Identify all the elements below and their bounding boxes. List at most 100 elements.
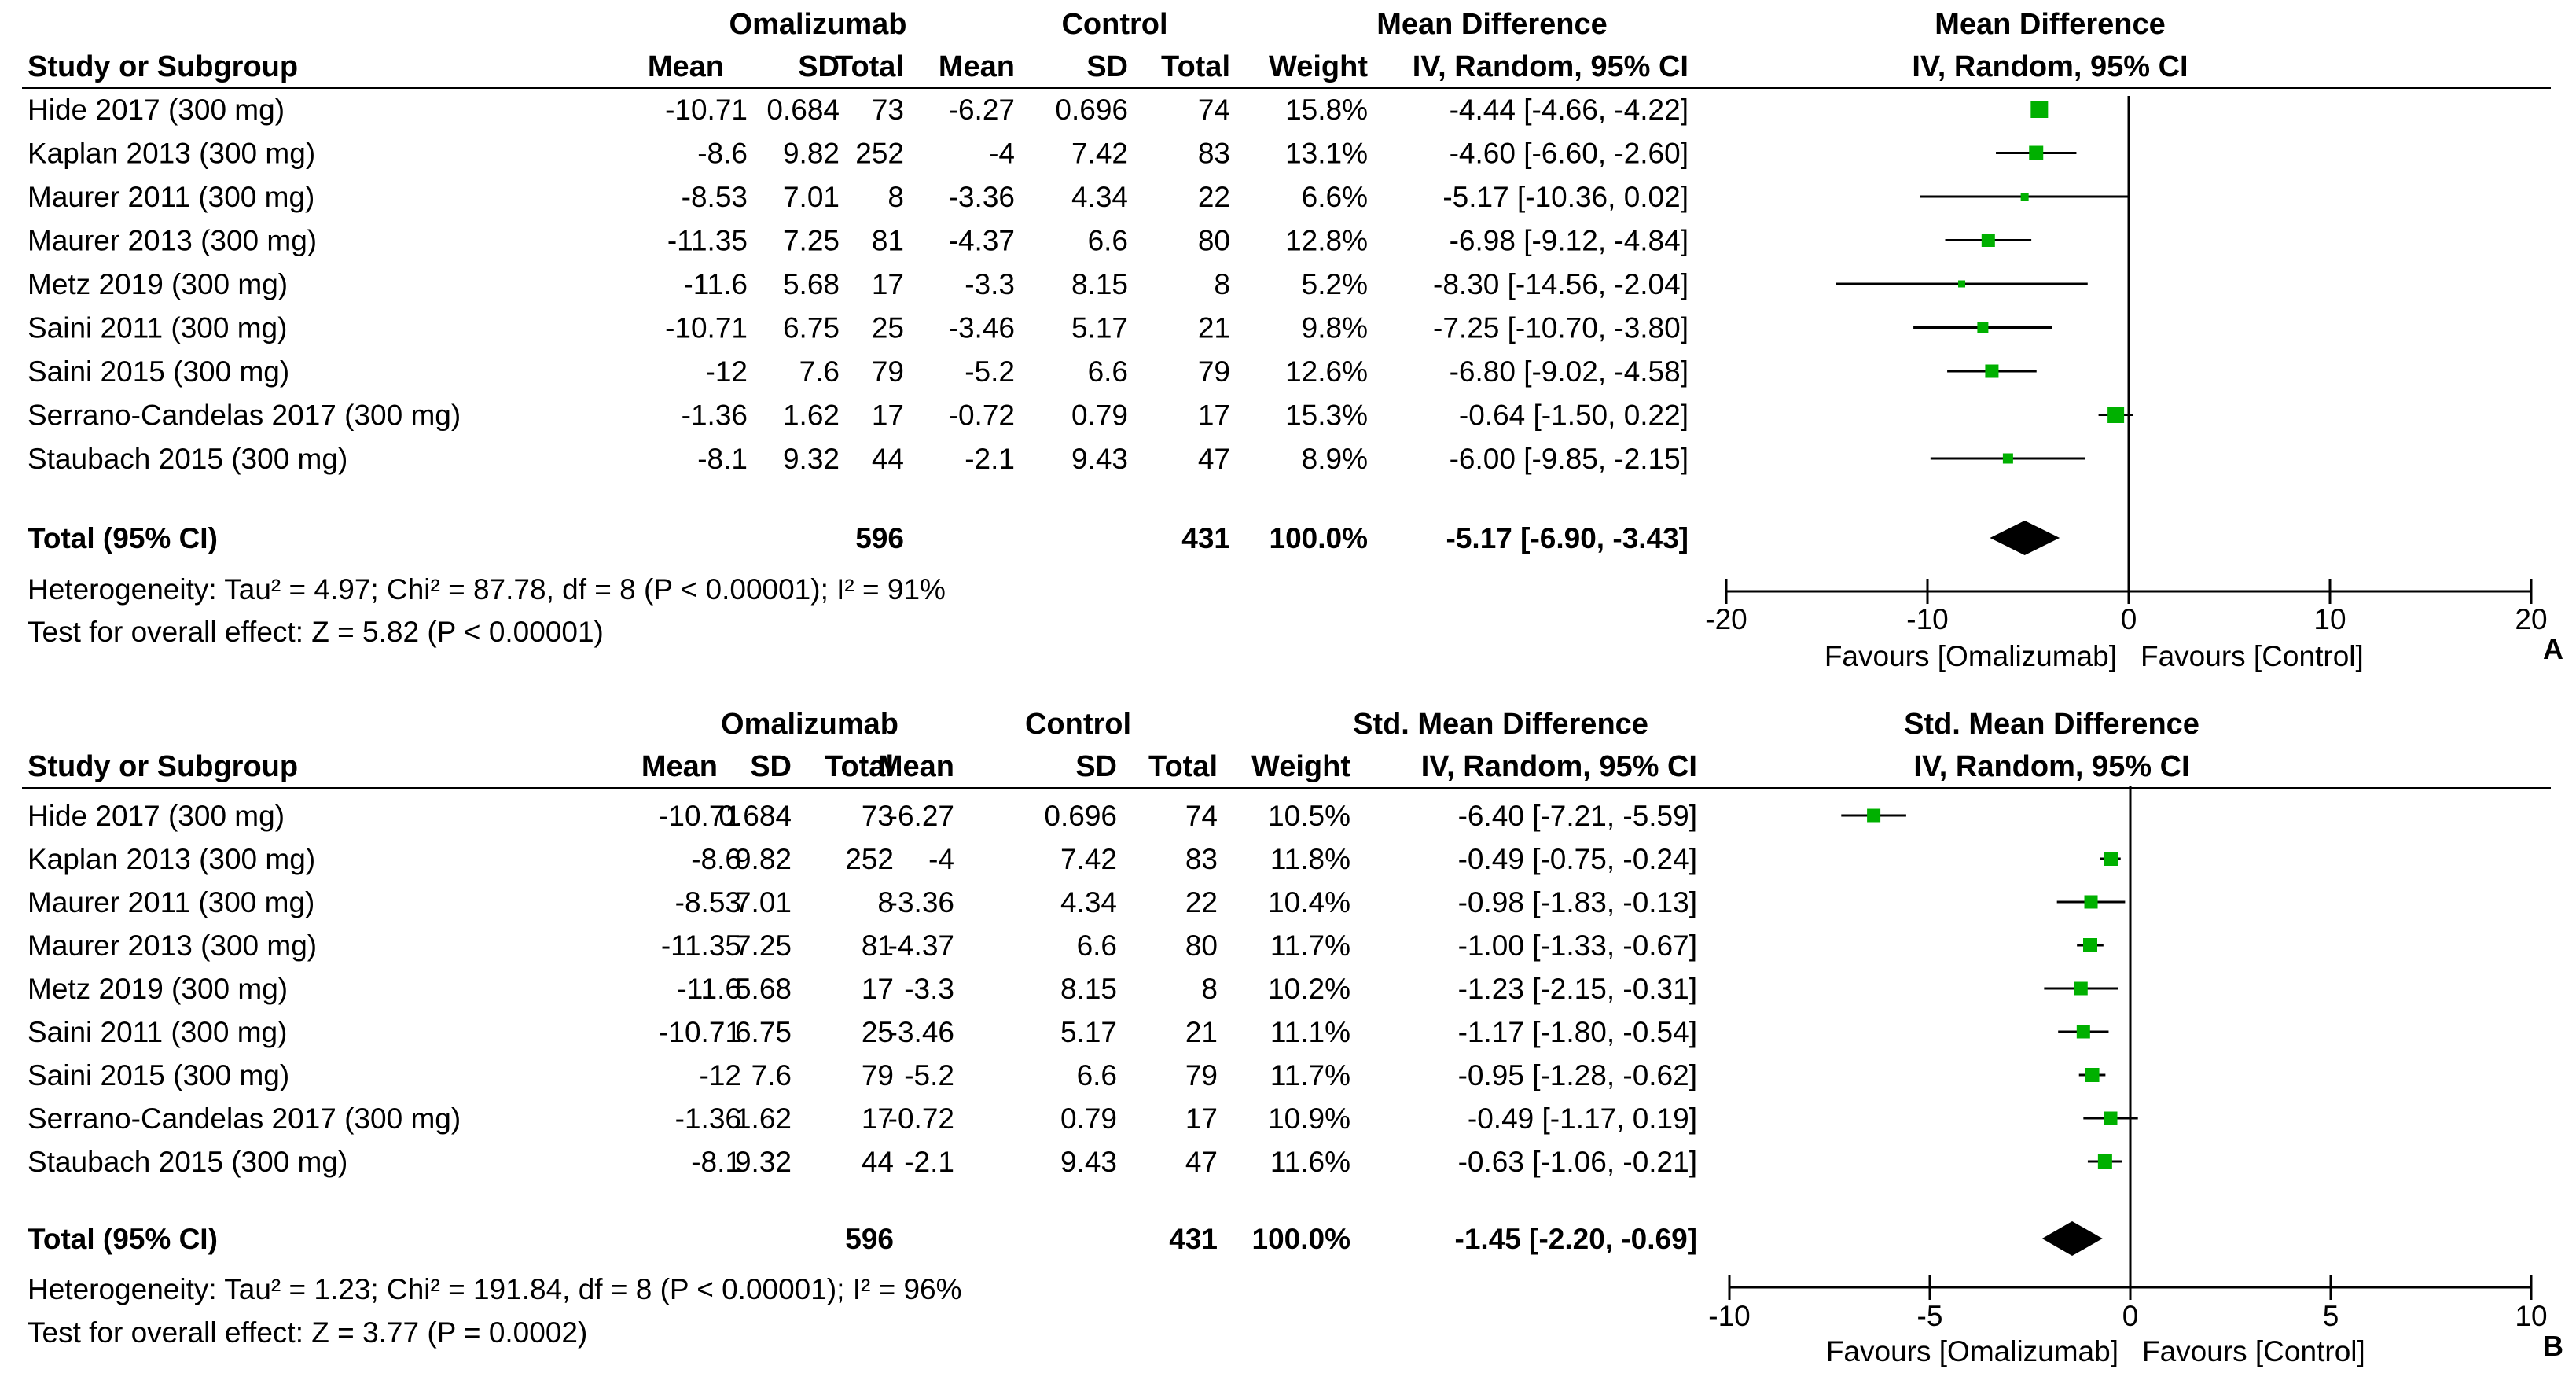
study-effect-ci: -0.95 [-1.28, -0.62] bbox=[1458, 1059, 1697, 1091]
group1-sd: 0.684 bbox=[766, 94, 840, 126]
study-effect-ci: -4.44 [-4.66, -4.22] bbox=[1450, 94, 1689, 126]
study-effect-ci: -0.49 [-1.17, 0.19] bbox=[1468, 1102, 1697, 1135]
group1-mean: -11.6 bbox=[683, 268, 748, 300]
group1-mean: -8.53 bbox=[675, 886, 741, 918]
group1-total: 17 bbox=[872, 268, 904, 300]
group1-header: Omalizumab bbox=[729, 8, 907, 41]
group1-sd: 5.68 bbox=[783, 268, 840, 300]
group2-total: 83 bbox=[1198, 138, 1230, 170]
x-axis-tick-label: -10 bbox=[1906, 603, 1948, 635]
study-name: Staubach 2015 (300 mg) bbox=[28, 1146, 347, 1178]
study-point-estimate bbox=[2076, 1025, 2090, 1039]
total-effect-ci: -1.45 [-2.20, -0.69] bbox=[1455, 1223, 1697, 1255]
plot-method-header: IV, Random, 95% CI bbox=[1913, 750, 2189, 783]
group1-total: 17 bbox=[862, 1102, 894, 1135]
group1-total: 81 bbox=[862, 929, 894, 962]
study-effect-ci: -0.64 [-1.50, 0.22] bbox=[1459, 399, 1689, 432]
group1-mean: -12 bbox=[700, 1059, 741, 1091]
favours-left-label: Favours [Omalizumab] bbox=[1826, 1335, 2118, 1367]
group1-sd: 6.75 bbox=[783, 312, 840, 344]
method-header: IV, Random, 95% CI bbox=[1421, 750, 1697, 783]
group2-mean: -3.36 bbox=[949, 181, 1015, 213]
group1-total: 73 bbox=[862, 800, 894, 832]
group1-sd: 7.01 bbox=[783, 181, 840, 213]
group2-total: 47 bbox=[1185, 1146, 1218, 1178]
effect-header: Mean Difference bbox=[1376, 8, 1608, 41]
group1-mean: -1.36 bbox=[675, 1102, 741, 1135]
group2-sd: 9.43 bbox=[1060, 1146, 1117, 1178]
group1-sd: 1.62 bbox=[783, 399, 840, 432]
group1-mean: -8.6 bbox=[691, 843, 741, 875]
group2-header: Control bbox=[1061, 8, 1167, 41]
group2-total: 8 bbox=[1201, 973, 1218, 1005]
mean1-column-header: Mean bbox=[641, 750, 718, 783]
study-point-estimate bbox=[2084, 895, 2098, 909]
plot-effect-header: Mean Difference bbox=[1935, 8, 2166, 41]
plot-method-header: IV, Random, 95% CI bbox=[1912, 50, 2188, 83]
group1-sd: 7.6 bbox=[751, 1059, 792, 1091]
overall-effect-test: Test for overall effect: Z = 3.77 (P = 0… bbox=[28, 1316, 587, 1349]
group2-mean: -0.72 bbox=[949, 399, 1015, 432]
group1-total: 8 bbox=[877, 886, 894, 918]
group1-total: 44 bbox=[872, 443, 904, 475]
group2-mean: -5.2 bbox=[904, 1059, 954, 1091]
study-name: Staubach 2015 (300 mg) bbox=[28, 443, 347, 475]
weight-column-header: Weight bbox=[1251, 750, 1350, 783]
study-weight: 11.7% bbox=[1270, 1059, 1350, 1091]
study-weight: 10.9% bbox=[1268, 1102, 1350, 1135]
x-axis-tick-label: -5 bbox=[1917, 1300, 1943, 1332]
group1-total: 79 bbox=[862, 1059, 894, 1091]
study-effect-ci: -1.23 [-2.15, -0.31] bbox=[1458, 973, 1697, 1005]
study-point-estimate bbox=[2002, 453, 2013, 464]
group1-header: Omalizumab bbox=[721, 708, 898, 741]
group1-total: 25 bbox=[862, 1016, 894, 1048]
group1-sd: 6.75 bbox=[735, 1016, 792, 1048]
group1-sd: 9.32 bbox=[783, 443, 840, 475]
group2-sd: 9.43 bbox=[1071, 443, 1128, 475]
total2-column-header: Total bbox=[1161, 50, 1230, 83]
group1-sd: 9.82 bbox=[735, 843, 792, 875]
group2-mean: -4.37 bbox=[888, 929, 954, 962]
panel-label: B bbox=[2543, 1330, 2563, 1362]
total-weight: 100.0% bbox=[1270, 522, 1369, 554]
group2-total: 21 bbox=[1185, 1016, 1218, 1048]
group2-total: 79 bbox=[1185, 1059, 1218, 1091]
study-name: Maurer 2011 (300 mg) bbox=[28, 181, 314, 213]
group2-mean: -3.46 bbox=[949, 312, 1015, 344]
study-weight: 11.8% bbox=[1270, 843, 1350, 875]
group2-sd: 8.15 bbox=[1060, 973, 1117, 1005]
study-effect-ci: -0.98 [-1.83, -0.13] bbox=[1458, 886, 1697, 918]
study-point-estimate bbox=[2097, 1154, 2112, 1169]
group1-sd: 0.684 bbox=[718, 800, 792, 832]
study-effect-ci: -6.00 [-9.85, -2.15] bbox=[1450, 443, 1689, 475]
group2-total: 83 bbox=[1185, 843, 1218, 875]
study-point-estimate bbox=[1958, 280, 1966, 288]
study-effect-ci: -0.63 [-1.06, -0.21] bbox=[1458, 1146, 1697, 1178]
study-effect-ci: -8.30 [-14.56, -2.04] bbox=[1433, 268, 1689, 300]
plot-effect-header: Std. Mean Difference bbox=[1904, 708, 2199, 741]
study-weight: 10.5% bbox=[1268, 800, 1350, 832]
group2-sd: 6.6 bbox=[1077, 1059, 1117, 1091]
group1-mean: -11.35 bbox=[667, 225, 748, 257]
group2-mean: -6.27 bbox=[888, 800, 954, 832]
group2-total: 74 bbox=[1185, 800, 1218, 832]
group1-total: 17 bbox=[872, 399, 904, 432]
study-name: Serrano-Candelas 2017 (300 mg) bbox=[28, 399, 461, 432]
total-group1-n: 596 bbox=[855, 522, 904, 554]
mean2-column-header: Mean bbox=[939, 50, 1015, 83]
total-group1-n: 596 bbox=[845, 1223, 894, 1255]
group2-total: 79 bbox=[1198, 355, 1230, 388]
group2-sd: 0.696 bbox=[1055, 94, 1128, 126]
study-name: Saini 2011 (300 mg) bbox=[28, 1016, 287, 1048]
total-label: Total (95% CI) bbox=[28, 522, 218, 554]
total-weight: 100.0% bbox=[1252, 1223, 1351, 1255]
group2-sd: 0.79 bbox=[1071, 399, 1128, 432]
group2-sd: 6.6 bbox=[1088, 355, 1128, 388]
group1-total: 44 bbox=[862, 1146, 894, 1178]
study-weight: 11.1% bbox=[1270, 1016, 1350, 1048]
forest-panel-A: Omalizumab Control Mean Difference Mean Dif… bbox=[22, 8, 2563, 672]
study-weight: 10.4% bbox=[1268, 886, 1350, 918]
group2-mean: -3.36 bbox=[888, 886, 954, 918]
group2-mean: -0.72 bbox=[888, 1102, 954, 1135]
study-weight: 12.8% bbox=[1285, 225, 1368, 257]
